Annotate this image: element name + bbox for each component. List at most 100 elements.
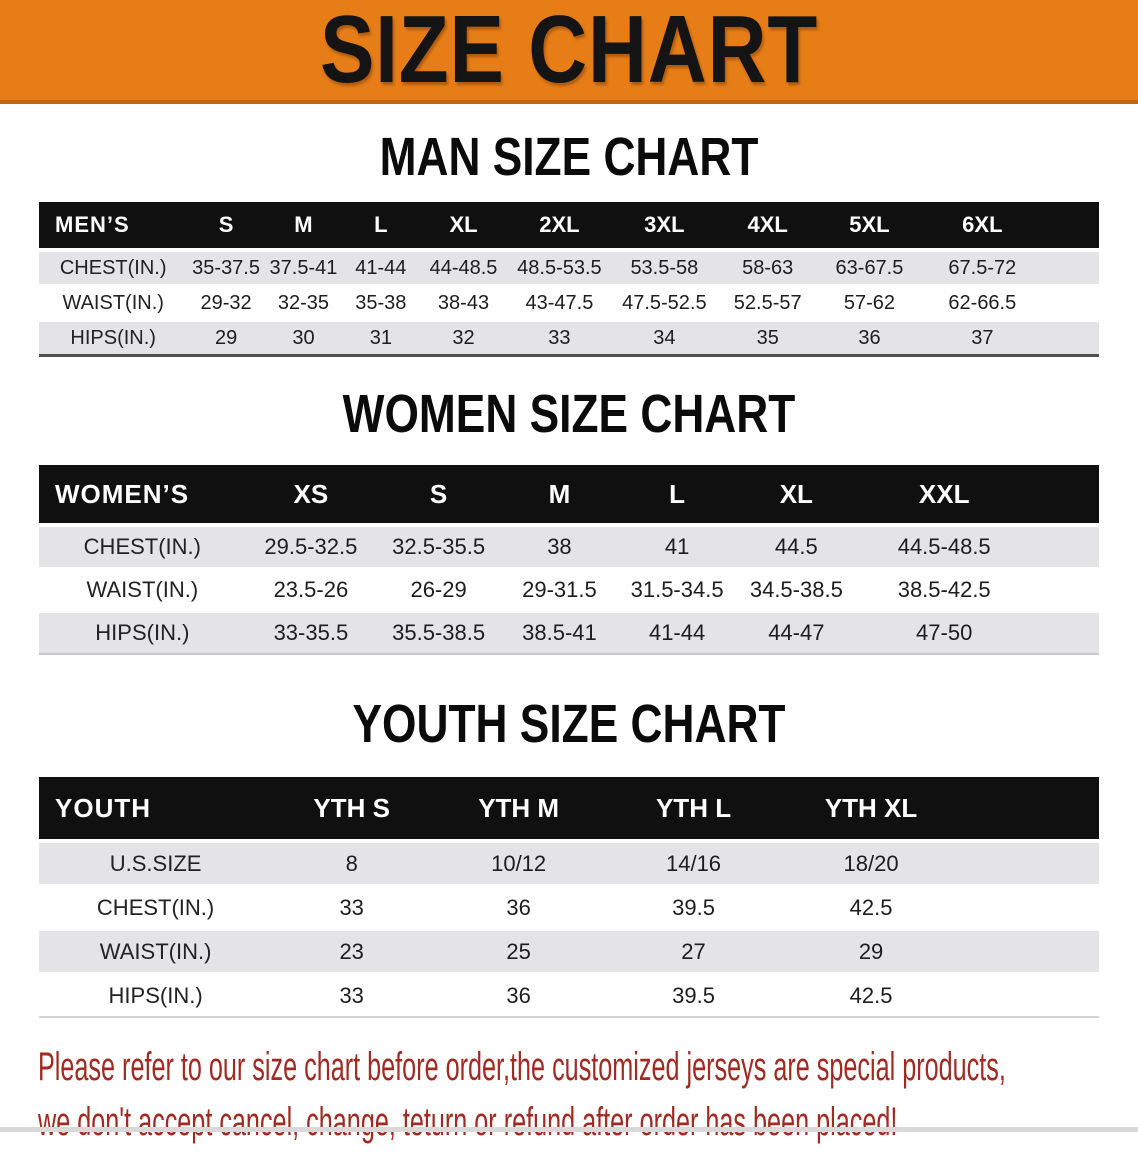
table-row: WAIST(IN.) 29-32 32-35 35-38 38-43 43-47… [39, 284, 1099, 321]
filler-cell [961, 777, 1099, 843]
filler-cell [1032, 610, 1099, 654]
table-row: HIPS(IN.) 33 36 39.5 42.5 [39, 972, 1099, 1017]
size-column-header: M [264, 202, 343, 252]
size-value-cell: 41-44 [342, 248, 420, 286]
measurement-row-label: CHEST(IN.) [39, 248, 188, 286]
size-value-cell: 30 [264, 319, 343, 356]
filler-cell [1032, 523, 1099, 569]
size-value-cell: 52.5-57 [717, 284, 819, 321]
table-row: CHEST(IN.) 29.5-32.5 32.5-35.5 38 41 44.… [39, 523, 1099, 569]
size-value-cell: 36 [818, 319, 921, 356]
size-value-cell: 33 [272, 884, 432, 930]
table-row: HIPS(IN.) 29 30 31 32 33 34 35 36 37 [39, 319, 1099, 356]
size-column-header: 4XL [717, 202, 819, 252]
size-value-cell: 38.5-42.5 [856, 567, 1033, 612]
size-value-cell: 47-50 [856, 610, 1033, 654]
size-column-header: 6XL [920, 202, 1044, 252]
table-row: HIPS(IN.) 33-35.5 35.5-38.5 38.5-41 41-4… [39, 610, 1099, 654]
size-value-cell: 14/16 [606, 839, 781, 886]
youth-section-heading: YOUTH SIZE CHART [0, 697, 1138, 751]
size-column-header: XL [736, 465, 857, 527]
size-column-header: L [617, 465, 737, 527]
size-value-cell: 26-29 [376, 567, 502, 612]
filler-cell [1032, 567, 1099, 612]
size-value-cell: 29.5-32.5 [245, 523, 377, 569]
size-column-header: 3XL [611, 202, 718, 252]
women-section-heading: WOMEN SIZE CHART [0, 387, 1138, 441]
measurement-row-label: HIPS(IN.) [39, 972, 273, 1017]
youth-size-table: YOUTH YTH S YTH M YTH L YTH XL U.S.SIZE … [39, 777, 1099, 1018]
order-notice-line-1: Please refer to our size chart before or… [38, 1045, 1006, 1089]
size-value-cell: 32-35 [264, 284, 343, 321]
filler-cell [961, 972, 1099, 1017]
filler-cell [961, 839, 1099, 886]
filler-cell [1043, 319, 1099, 356]
men-table-corner-label: MEN’S [39, 202, 188, 252]
size-column-header: XS [245, 465, 377, 527]
men-table-header-row: MEN’S S M L XL 2XL 3XL 4XL 5XL 6XL [39, 202, 1099, 252]
size-value-cell: 48.5-53.5 [507, 248, 612, 286]
size-value-cell: 37 [920, 319, 1044, 356]
size-value-cell: 33-35.5 [245, 610, 377, 654]
measurement-row-label: HIPS(IN.) [39, 319, 188, 356]
youth-table-corner-label: YOUTH [39, 777, 273, 843]
measurement-row-label: CHEST(IN.) [39, 523, 246, 569]
size-value-cell: 31.5-34.5 [617, 567, 737, 612]
measurement-row-label: WAIST(IN.) [39, 928, 273, 974]
size-column-header: S [187, 202, 265, 252]
size-value-cell: 23.5-26 [245, 567, 377, 612]
size-value-cell: 25 [431, 928, 607, 974]
size-column-header: 2XL [507, 202, 612, 252]
size-value-cell: 34 [611, 319, 718, 356]
size-value-cell: 42.5 [780, 972, 962, 1017]
size-column-header: S [376, 465, 502, 527]
size-value-cell: 63-67.5 [818, 248, 921, 286]
size-value-cell: 31 [342, 319, 420, 356]
table-row: WAIST(IN.) 23.5-26 26-29 29-31.5 31.5-34… [39, 567, 1099, 612]
size-value-cell: 62-66.5 [920, 284, 1044, 321]
size-value-cell: 44.5 [736, 523, 857, 569]
size-value-cell: 36 [431, 884, 607, 930]
size-value-cell: 38-43 [419, 284, 508, 321]
measurement-row-label: HIPS(IN.) [39, 610, 246, 654]
size-value-cell: 35 [717, 319, 819, 356]
size-value-cell: 23 [272, 928, 432, 974]
filler-cell [1032, 465, 1099, 527]
filler-cell [1043, 284, 1099, 321]
size-value-cell: 32 [419, 319, 508, 356]
size-value-cell: 44.5-48.5 [856, 523, 1033, 569]
size-column-header: L [342, 202, 420, 252]
measurement-row-label: WAIST(IN.) [39, 284, 188, 321]
size-value-cell: 35.5-38.5 [376, 610, 502, 654]
size-value-cell: 39.5 [606, 884, 781, 930]
women-size-table: WOMEN’S XS S M L XL XXL CHEST(IN.) 29.5-… [39, 465, 1099, 655]
size-value-cell: 35-38 [342, 284, 420, 321]
size-value-cell: 67.5-72 [920, 248, 1044, 286]
size-value-cell: 18/20 [780, 839, 962, 886]
size-value-cell: 10/12 [431, 839, 607, 886]
size-value-cell: 42.5 [780, 884, 962, 930]
size-column-header: M [501, 465, 618, 527]
size-value-cell: 29 [187, 319, 265, 356]
size-column-header: XL [419, 202, 508, 252]
bottom-edge-strip [0, 1127, 1138, 1132]
size-value-cell: 44-48.5 [419, 248, 508, 286]
measurement-row-label: U.S.SIZE [39, 839, 273, 886]
women-table-corner-label: WOMEN’S [39, 465, 246, 527]
women-table-header-row: WOMEN’S XS S M L XL XXL [39, 465, 1099, 527]
measurement-row-label: CHEST(IN.) [39, 884, 273, 930]
size-column-header: YTH M [431, 777, 607, 843]
table-row: CHEST(IN.) 33 36 39.5 42.5 [39, 884, 1099, 930]
size-value-cell: 35-37.5 [187, 248, 265, 286]
size-column-header: 5XL [818, 202, 921, 252]
size-column-header: YTH L [606, 777, 781, 843]
table-row: U.S.SIZE 8 10/12 14/16 18/20 [39, 839, 1099, 886]
filler-cell [961, 884, 1099, 930]
filler-cell [961, 928, 1099, 974]
size-value-cell: 57-62 [818, 284, 921, 321]
women-section-heading-text: WOMEN SIZE CHART [342, 384, 796, 444]
size-value-cell: 29 [780, 928, 962, 974]
size-value-cell: 38.5-41 [501, 610, 618, 654]
men-section-heading: MAN SIZE CHART [0, 130, 1138, 184]
size-value-cell: 44-47 [736, 610, 857, 654]
